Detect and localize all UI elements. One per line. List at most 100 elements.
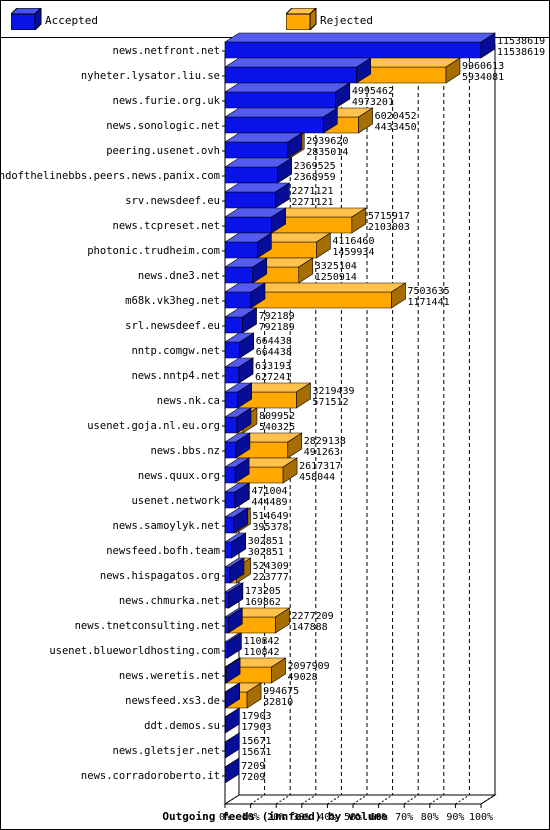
data-label-accepted: 11538619	[497, 47, 545, 58]
bar-accepted-front	[224, 366, 240, 384]
bar-accepted-top	[223, 107, 339, 118]
x-tick-label: 10%	[242, 812, 260, 823]
bar-accepted	[223, 32, 497, 59]
data-label-accepted: 1250914	[315, 272, 357, 283]
legend-swatch-rejected	[286, 8, 317, 30]
bar-accepted-side	[480, 32, 496, 59]
category-label: news.hispagatos.org	[100, 570, 220, 582]
data-label-accepted: 395378	[252, 522, 288, 533]
x-tick-label: 30%	[293, 812, 311, 823]
bar-rejected-side	[358, 107, 373, 134]
bar-accepted	[223, 407, 253, 434]
data-label-accepted: 2271121	[291, 197, 333, 208]
bar-accepted-front	[224, 66, 357, 84]
bar-accepted-front	[224, 341, 241, 359]
bar-accepted-side	[275, 182, 290, 209]
bar-accepted-top	[223, 57, 372, 68]
data-label-offered: 2277209	[292, 611, 334, 622]
data-label-accepted: 302851	[248, 547, 284, 558]
bar-accepted-side	[236, 407, 252, 434]
category-label: srv.newsdeef.eu	[125, 195, 220, 207]
legend-label-rejected: Rejected	[320, 14, 373, 27]
category-label: usenet.network	[131, 495, 220, 507]
bar-accepted-side	[233, 507, 249, 534]
bar-accepted	[223, 82, 351, 109]
bar-accepted	[223, 432, 251, 459]
data-label-offered: 633193	[255, 361, 291, 372]
bar-accepted-side	[277, 157, 292, 184]
bar-rejected-side	[316, 232, 331, 259]
bar-rejected-side	[296, 382, 311, 409]
category-label: usenet.blueworldhosting.com	[49, 645, 220, 657]
floor-tick	[250, 794, 265, 805]
category-label: nyheter.lysator.liu.se	[81, 70, 220, 82]
category-label: srl.newsdeef.eu	[125, 320, 220, 332]
bar-accepted-side	[225, 707, 240, 734]
category-label: news.corradoroberto.it	[81, 770, 220, 782]
bar-rejected-side	[391, 282, 406, 309]
bar-accepted-side	[227, 632, 242, 659]
bar-accepted	[223, 57, 372, 84]
floor-tick	[378, 794, 393, 805]
data-label-offered: 2271121	[291, 186, 333, 197]
x-axis-title: Outgoing feeds (innfeed) by volume	[162, 810, 388, 823]
bar-accepted	[223, 257, 268, 284]
floor-tick	[403, 794, 419, 805]
category-label: news.sonologic.net	[106, 120, 220, 132]
category-label: news.tnetconsulting.net	[75, 620, 220, 632]
bar-accepted	[223, 682, 241, 709]
data-label-offered: 471004	[251, 486, 287, 497]
category-label: news.quux.org	[138, 470, 220, 482]
bar-accepted	[223, 182, 291, 209]
bar-accepted	[223, 332, 255, 359]
data-label-accepted: 1459934	[332, 247, 374, 258]
bar-accepted	[223, 132, 303, 159]
data-label-offered: 2369525	[294, 161, 336, 172]
bar-accepted	[223, 707, 241, 734]
bar-rejected	[355, 57, 462, 84]
data-label-offered: 792189	[259, 311, 295, 322]
bar-rejected-side	[287, 432, 303, 459]
data-label-accepted: 17903	[241, 722, 271, 733]
bar-accepted-side	[250, 282, 266, 309]
data-label-offered: 809952	[259, 411, 295, 422]
bar-accepted-side	[234, 457, 250, 484]
x-tick-label: 0%	[219, 812, 231, 823]
bar-rejected-front	[250, 291, 392, 309]
data-label-accepted: 2368959	[294, 172, 336, 183]
data-label-accepted: 664438	[256, 347, 292, 358]
category-label: news.samoylyk.net	[113, 520, 220, 532]
data-label-offered: 6020452	[375, 111, 417, 122]
data-label-offered: 2617317	[299, 461, 341, 472]
bar-rejected-side	[271, 657, 286, 684]
legend-label-accepted: Accepted	[45, 14, 98, 27]
bar-accepted-side	[235, 432, 251, 459]
category-label: news.furie.org.uk	[113, 95, 221, 107]
bar-accepted	[223, 457, 251, 484]
floor-tick	[301, 794, 317, 805]
bar-rejected-side	[445, 57, 461, 84]
bar-rejected	[249, 282, 407, 309]
category-label: nntp.comgw.net	[131, 345, 220, 357]
bar-accepted-top	[223, 32, 497, 43]
bar-rejected-side	[275, 607, 290, 634]
bar-rejected	[225, 657, 287, 684]
bar-accepted-front	[224, 41, 482, 59]
bar-accepted	[223, 557, 245, 584]
category-label: news.nk.ca	[157, 395, 220, 407]
bar-accepted-front	[224, 641, 228, 659]
data-label-accepted: 4973201	[352, 97, 394, 108]
bar-accepted-front	[224, 591, 230, 609]
floor-tick	[480, 794, 496, 805]
bar-accepted-front	[224, 216, 272, 234]
bar-accepted-front	[224, 141, 289, 159]
data-label-accepted: 444489	[251, 497, 287, 508]
bar-accepted	[223, 757, 241, 784]
bar-accepted	[223, 382, 253, 409]
bar-accepted	[223, 282, 267, 309]
data-label-offered: 15671	[241, 736, 271, 747]
bar-accepted-side	[239, 332, 255, 359]
data-label-accepted: 627241	[255, 372, 291, 383]
category-label: usenet.goja.nl.eu.org	[87, 420, 220, 432]
